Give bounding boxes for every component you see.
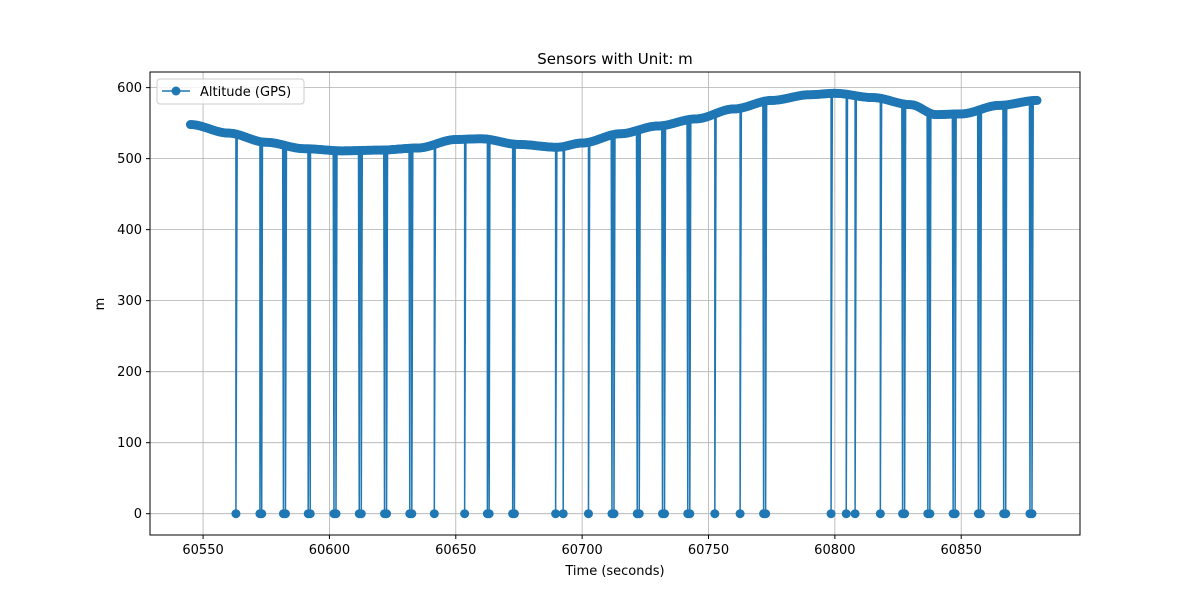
data-point-dropout	[305, 509, 315, 519]
data-point-dropout	[1001, 509, 1011, 519]
data-point-dropout	[850, 509, 860, 519]
chart-title: Sensors with Unit: m	[537, 50, 693, 68]
data-point-dropout	[950, 509, 960, 519]
plot-frame	[149, 71, 1081, 536]
x-tick-label: 60650	[435, 543, 476, 558]
legend-label-altitude-gps: Altitude (GPS)	[200, 85, 291, 100]
data-point-dropout	[280, 509, 290, 519]
y-tick-label: 600	[117, 81, 142, 96]
data-point-dropout	[331, 509, 341, 519]
data-point-dropout	[484, 509, 494, 519]
y-tick-label: 500	[117, 152, 142, 167]
data-point-dropout	[583, 509, 593, 519]
data-point-dropout	[735, 509, 745, 519]
data-point	[1032, 95, 1042, 105]
data-point-dropout	[925, 509, 935, 519]
data-point-dropout	[634, 509, 644, 519]
data-point-dropout	[660, 509, 670, 519]
data-point-dropout	[509, 509, 519, 519]
data-point-dropout	[875, 509, 885, 519]
x-tick-label: 60850	[941, 543, 982, 558]
series-markers-altitude-gps	[185, 88, 1042, 519]
y-tick-label: 400	[117, 223, 142, 238]
data-point-dropout	[551, 509, 561, 519]
data-point-dropout	[710, 509, 720, 519]
data-point-dropout	[407, 509, 417, 519]
tick-layer: 60550 60600 60650 60700 60750 60800 60850 0 100 2…	[117, 81, 982, 558]
data-point-dropout	[356, 509, 366, 519]
data-point-dropout	[558, 509, 568, 519]
x-tick-label: 60550	[182, 543, 223, 558]
data-point-dropout	[382, 509, 392, 519]
y-tick-label: 300	[117, 294, 142, 309]
data-point-dropout	[826, 509, 836, 519]
y-tick-label: 200	[117, 365, 142, 380]
data-point-dropout	[609, 509, 619, 519]
x-tick-label: 60800	[814, 543, 855, 558]
legend-box	[156, 78, 305, 105]
y-tick-label: 100	[117, 436, 142, 451]
x-tick-label: 60600	[309, 543, 350, 558]
data-point-dropout	[231, 509, 241, 519]
data-point-dropout	[685, 509, 695, 519]
data-point-dropout	[900, 509, 910, 519]
legend: Altitude (GPS)	[156, 78, 305, 105]
data-point-dropout	[257, 509, 267, 519]
x-tick-label: 60700	[561, 543, 602, 558]
legend-marker-swatch	[171, 86, 181, 96]
y-axis-title: m	[93, 298, 108, 311]
data-point-dropout	[761, 509, 771, 519]
data-point-dropout	[460, 509, 470, 519]
x-tick-label: 60750	[688, 543, 729, 558]
data-point-dropout	[975, 509, 985, 519]
x-axis-title: Time (seconds)	[564, 564, 664, 579]
y-tick-label: 0	[134, 507, 142, 522]
data-point-dropout	[841, 509, 851, 519]
data-layer	[185, 88, 1042, 519]
data-point-dropout	[429, 509, 439, 519]
data-point-dropout	[1027, 509, 1037, 519]
